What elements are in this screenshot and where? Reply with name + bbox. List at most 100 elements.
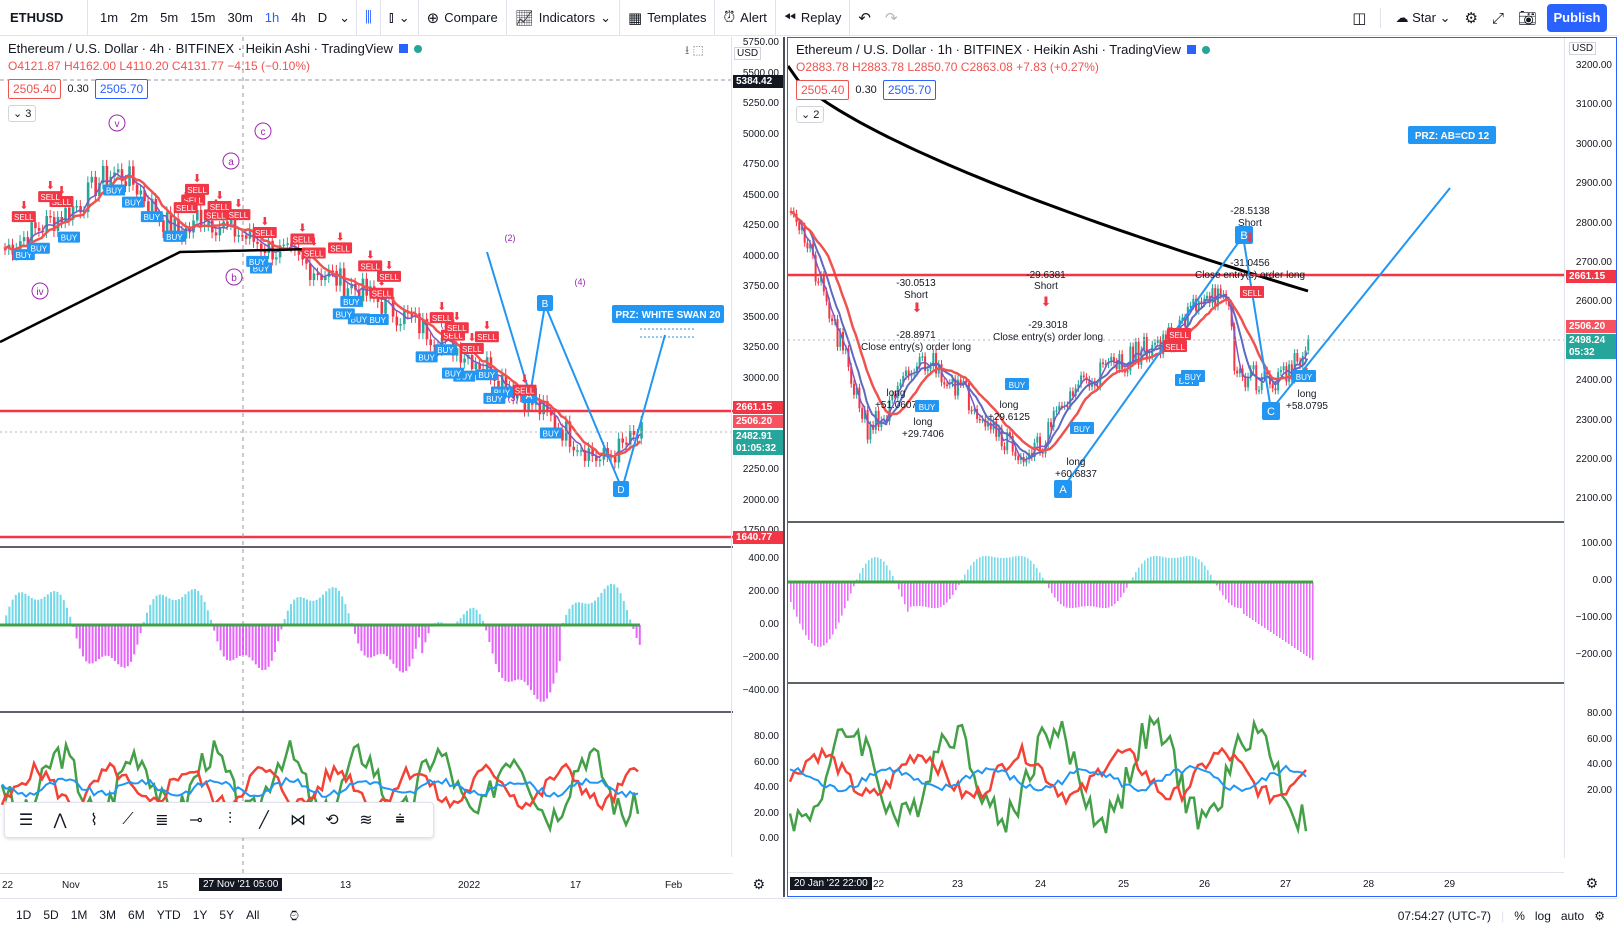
range-ytd[interactable]: YTD — [151, 908, 187, 922]
macd-bar — [1153, 556, 1155, 582]
macd-bar — [300, 597, 302, 625]
log-toggle[interactable]: log — [1535, 909, 1551, 923]
gann-icon[interactable]: ⩧ — [387, 811, 413, 829]
macd-bar — [952, 582, 954, 595]
macd-bar — [268, 625, 270, 667]
symbol-search[interactable]: ETHUSD — [0, 0, 88, 36]
candle — [91, 177, 94, 183]
templates-button[interactable]: ▦Templates — [620, 0, 715, 36]
macd-bar — [514, 625, 516, 680]
clock[interactable]: 07:54:27 (UTC-7) — [1398, 909, 1491, 923]
trade-value: -30.0513 — [896, 278, 936, 289]
macd-bar — [1105, 582, 1107, 608]
maximize-icon[interactable]: ⬚ — [693, 43, 704, 57]
arrow-down-icon[interactable]: ⭳ — [685, 43, 689, 57]
indicator-collapse-button[interactable]: ⌄ 3 — [8, 105, 36, 122]
macd-bar — [937, 582, 939, 608]
macd-bar — [168, 598, 170, 625]
range-6m[interactable]: 6M — [122, 908, 151, 922]
timeframe-1h[interactable]: 1h — [259, 10, 285, 25]
gear-icon[interactable]: ⚙︎ — [1585, 875, 1598, 892]
timeframe-D[interactable]: D — [312, 10, 333, 25]
range-1y[interactable]: 1Y — [187, 908, 214, 922]
timeframe-5m[interactable]: 5m — [154, 10, 184, 25]
left-chart-canvas[interactable]: PRZ: WHITE SWAN 20ABDvcabiv(1)(2)(3)(4)B… — [0, 37, 733, 873]
macd-bar — [1237, 582, 1239, 608]
redo-icon[interactable]: ↷ — [885, 9, 898, 27]
line-icon[interactable]: ╱ — [251, 810, 277, 830]
macd-tick: 0.00 — [1593, 575, 1612, 586]
ask-price[interactable]: 2505.70 — [883, 80, 936, 100]
compare-button[interactable]: ⊕Compare — [419, 0, 507, 36]
parallel-channel-icon[interactable]: ≋ — [353, 810, 379, 830]
candle — [241, 235, 244, 237]
alert-button[interactable]: ⏰︎Alert — [715, 0, 775, 36]
percent-toggle[interactable]: % — [1514, 909, 1525, 923]
indicator-collapse-button[interactable]: ⌄ 2 — [796, 106, 824, 123]
left-chart-pane[interactable]: PRZ: WHITE SWAN 20ABDvcabiv(1)(2)(3)(4)B… — [0, 37, 785, 897]
indicators-button[interactable]: 📈︎Indicators⌄ — [507, 0, 620, 36]
timeframe-30m[interactable]: 30m — [221, 10, 258, 25]
timeframe-4h[interactable]: 4h — [285, 10, 311, 25]
timeframe-2m[interactable]: 2m — [124, 10, 154, 25]
range-3m[interactable]: 3M — [93, 908, 122, 922]
layout-icon[interactable]: ◫ — [1352, 9, 1366, 27]
undo-icon[interactable]: ↶ — [858, 9, 871, 27]
star-button[interactable]: ☁︎ Star ⌄ — [1395, 10, 1450, 26]
auto-toggle[interactable]: auto — [1561, 909, 1584, 923]
macd-bar — [982, 556, 984, 582]
settings-icon[interactable]: ⚙︎ — [1594, 909, 1605, 923]
publish-button[interactable]: Publish — [1547, 4, 1607, 32]
price-tick: 5250.00 — [743, 98, 779, 109]
wave-label: b — [231, 273, 237, 284]
candle — [1307, 339, 1309, 350]
bar-style-button[interactable]: ⫾⌄ — [381, 0, 419, 36]
ask-price[interactable]: 2505.70 — [95, 79, 148, 99]
trend-line-icon[interactable]: ⟋ — [115, 811, 141, 829]
macd-bar — [530, 625, 532, 690]
horizontal-lines-icon[interactable]: ☰ — [13, 810, 39, 830]
elliott-wave-icon[interactable]: ⌇ — [81, 810, 107, 830]
timeframe-1m[interactable]: 1m — [94, 10, 124, 25]
gear-icon[interactable]: ⚙︎ — [1464, 9, 1477, 27]
chevron-down-icon[interactable]: ⌄ — [333, 10, 356, 26]
range-5d[interactable]: 5D — [37, 908, 64, 922]
range-1m[interactable]: 1M — [65, 908, 94, 922]
abcd-pattern-icon[interactable]: ⋀ — [47, 810, 73, 830]
fullscreen-icon[interactable]: ⤢ — [1492, 10, 1504, 27]
bid-price[interactable]: 2505.40 — [796, 80, 849, 100]
currency-select[interactable]: USD — [1569, 42, 1596, 55]
fib-icon[interactable]: ≣ — [149, 810, 175, 830]
macd-bar — [620, 593, 622, 625]
macd-bar — [245, 625, 247, 655]
calendar-icon[interactable]: ⌚︎ — [287, 905, 301, 926]
right-chart-canvas[interactable]: PRZ: AB=CD 12ABC-30.0513Short-29.6381Sho… — [788, 38, 1564, 872]
trade-label: Close entry(s) order long — [993, 332, 1103, 343]
cycle-icon[interactable]: ⟲ — [319, 810, 345, 830]
horizontal-ray-icon[interactable]: ⊸ — [183, 810, 209, 830]
pattern-icon[interactable]: ⋈ — [285, 810, 311, 830]
range-5y[interactable]: 5Y — [213, 908, 240, 922]
replay-button[interactable]: ⏪︎Replay — [776, 0, 850, 36]
range-1d[interactable]: 1D — [10, 908, 37, 922]
range-all[interactable]: All — [240, 908, 265, 922]
currency-select[interactable]: USD — [734, 47, 761, 60]
macd-bar — [60, 595, 62, 625]
ma-fast — [4, 174, 640, 457]
gear-icon[interactable]: ⚙︎ — [752, 876, 765, 893]
chart-type-button[interactable]: ⫼ — [357, 0, 381, 36]
timeframe-15m[interactable]: 15m — [184, 10, 221, 25]
position-icon[interactable]: ⫶ — [217, 811, 243, 829]
candle — [946, 384, 948, 386]
macd-bar — [597, 597, 599, 625]
macd-bar — [814, 582, 816, 646]
macd-bar — [1054, 582, 1056, 598]
camera-icon[interactable]: 📷︎ — [1518, 9, 1537, 27]
macd-bar — [399, 625, 401, 671]
bid-price[interactable]: 2505.40 — [8, 79, 61, 99]
